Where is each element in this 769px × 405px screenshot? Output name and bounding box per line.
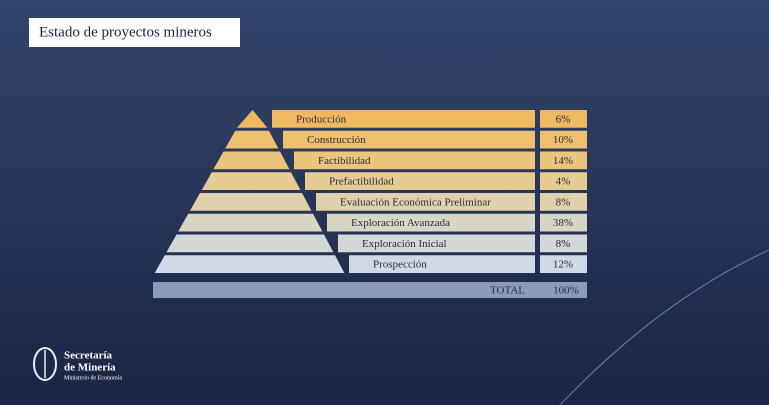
stage-share: 14% — [553, 155, 573, 167]
pyramid-layer — [166, 234, 334, 253]
pyramid-layer — [178, 213, 323, 232]
total-label: TOTAL — [490, 285, 525, 297]
total-share: 100% — [553, 285, 579, 297]
share-box — [540, 110, 587, 128]
total-bar — [153, 282, 587, 298]
pyramid-layer — [201, 172, 301, 190]
stage-share: 12% — [553, 259, 573, 271]
title: Estado de proyectos mineros — [39, 24, 212, 40]
pyramid-layer — [189, 193, 312, 211]
logo: Secretaría de Minería Ministerio de Econ… — [33, 347, 122, 381]
share-box — [540, 255, 587, 273]
stage-bar — [294, 151, 535, 170]
stage-label: Producción — [296, 113, 347, 125]
stage-bar — [338, 234, 535, 253]
stage-share: 4% — [556, 176, 571, 188]
share-box — [540, 130, 587, 149]
pyramid: Producción 6% Construcción 10% Factibilidad 1… — [154, 110, 587, 273]
stage-label: Prospección — [373, 259, 427, 271]
stage-label: Evaluación Económica Preliminar — [340, 196, 491, 208]
stage-bar — [305, 172, 535, 190]
decor-arc — [559, 249, 769, 405]
stage-label: Factibilidad — [318, 155, 371, 167]
share-box — [540, 151, 587, 170]
stage-share: 8% — [556, 238, 571, 250]
logo-line2: de Minería — [64, 362, 116, 374]
stage-share: 10% — [553, 134, 573, 146]
logo-line3: Ministerio de Economía — [64, 375, 122, 381]
stage-bar — [327, 213, 535, 232]
share-box — [540, 213, 587, 232]
logo-emblem — [33, 347, 57, 381]
logo-line1: Secretaría — [64, 350, 113, 362]
pyramid-layer — [225, 130, 279, 149]
pyramid-layer — [154, 255, 345, 273]
stage-label: Construcción — [307, 134, 366, 146]
stage-bar — [316, 193, 535, 211]
stage-label: Prefactibilidad — [329, 176, 394, 188]
stage-share: 8% — [556, 196, 571, 208]
pyramid-layer — [213, 151, 290, 170]
title-box — [29, 18, 240, 47]
share-box — [540, 172, 587, 190]
stage-share: 38% — [553, 217, 573, 229]
stage-bar — [349, 255, 535, 273]
stage-share: 6% — [556, 113, 571, 125]
stage-label: Exploración Inicial — [362, 238, 447, 250]
share-box — [540, 234, 587, 253]
pyramid-layer — [236, 110, 268, 128]
share-box — [540, 193, 587, 211]
stage-bar — [272, 110, 535, 128]
stage-label: Exploración Avanzada — [351, 217, 450, 229]
stage-bar — [283, 130, 535, 149]
